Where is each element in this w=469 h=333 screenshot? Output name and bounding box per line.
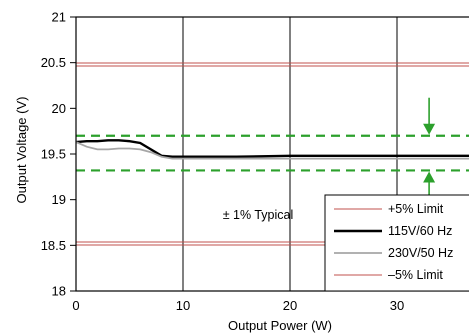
series-line-1: [75, 141, 469, 160]
x-tick-label-20: 20: [283, 298, 297, 313]
x-tick-label-10: 10: [176, 298, 190, 313]
annotation-arrow-up-head: [423, 171, 436, 183]
annotation-arrow-down-head: [423, 123, 436, 135]
y-tick-label-4: 20: [52, 101, 66, 116]
legend-label-minus5: –5% Limit: [388, 268, 443, 282]
series-line-0: [75, 139, 469, 158]
y-tick-label-0: 18: [52, 284, 66, 299]
x-axis-title: Output Power (W): [228, 318, 332, 333]
x-tick-label-30: 30: [390, 298, 404, 313]
y-tick-label-5: 20.5: [41, 55, 66, 70]
series-lines: [75, 139, 469, 160]
legend-label-230v: 230V/50 Hz: [388, 246, 453, 260]
legend: +5% Limit 115V/60 Hz 230V/50 Hz –5% Limi…: [324, 194, 469, 292]
legend-label-plus5: +5% Limit: [388, 202, 444, 216]
annotation: ± 1% Typical: [223, 97, 436, 222]
annotation-label: ± 1% Typical: [223, 208, 294, 222]
legend-label-115v: 115V/60 Hz: [388, 224, 452, 238]
y-tick-label-3: 19.5: [41, 147, 66, 162]
plot-frame: [75, 16, 469, 292]
y-tick-label-1: 18.5: [41, 238, 66, 253]
y-axis-title: Output Voltage (V): [14, 97, 29, 204]
y-tick-label-6: 21: [52, 10, 66, 25]
tolerance-lines: [76, 134, 469, 172]
x-tick-label-0: 0: [72, 298, 79, 313]
y-tick-label-2: 19: [52, 192, 66, 207]
